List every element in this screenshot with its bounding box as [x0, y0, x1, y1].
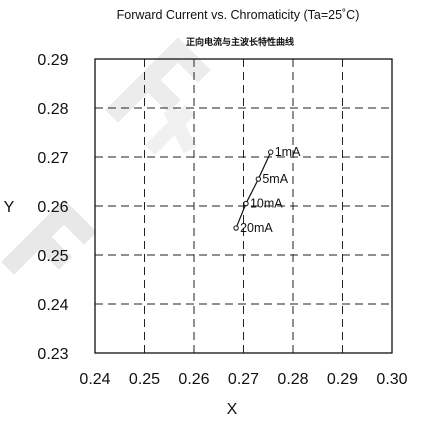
y-tick-labels: 0.23 0.24 0.25 0.26 0.27 0.28 0.29	[37, 52, 68, 363]
chart-title: Forward Current vs. Chromaticity (Ta=25˚…	[117, 8, 360, 22]
x-tick-label: 0.24	[79, 371, 110, 388]
watermark	[1, 37, 211, 275]
data-label: 20mA	[240, 221, 273, 235]
chart-subtitle: 正向电流与主波长特性曲线	[186, 36, 294, 47]
y-tick-label: 0.26	[37, 199, 68, 216]
x-tick-label: 0.25	[129, 371, 160, 388]
y-axis-label: Y	[4, 199, 15, 216]
x-tick-labels: 0.24 0.25 0.26 0.27 0.28 0.29 0.30	[79, 371, 407, 388]
data-label: 10mA	[250, 197, 283, 211]
y-tick-label: 0.29	[37, 52, 68, 69]
plot-frame	[94, 58, 393, 354]
x-tick-label: 0.29	[327, 371, 358, 388]
data-point	[243, 200, 249, 207]
y-tick-label: 0.23	[37, 346, 68, 363]
y-tick-label: 0.28	[37, 101, 68, 118]
x-tick-label: 0.26	[178, 371, 209, 388]
data-label: 5mA	[262, 172, 288, 186]
y-tick-label: 0.27	[37, 150, 68, 167]
series-line: 1mA 5mA 10mA 20mA	[233, 145, 301, 235]
x-tick-label: 0.28	[277, 371, 308, 388]
grid	[95, 59, 392, 353]
data-label: 1mA	[275, 145, 301, 159]
data-point	[268, 149, 274, 155]
data-point	[255, 176, 262, 182]
x-tick-label: 0.27	[228, 371, 259, 388]
x-axis-label: X	[227, 401, 238, 418]
x-tick-label: 0.30	[376, 371, 407, 388]
y-tick-label: 0.24	[37, 297, 68, 314]
y-tick-label: 0.25	[37, 248, 68, 265]
data-point	[233, 225, 239, 231]
series-polyline	[235, 151, 272, 229]
